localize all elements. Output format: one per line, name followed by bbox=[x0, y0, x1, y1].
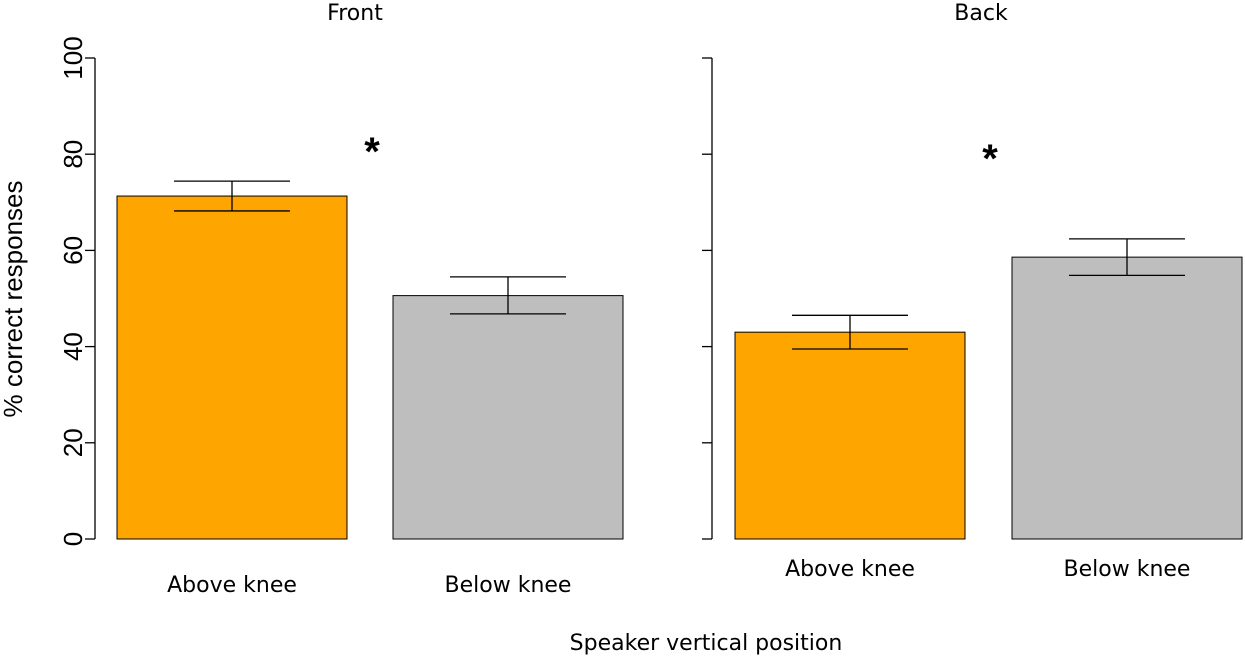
panel-back: Back Above knee Below knee * bbox=[702, 1, 1243, 582]
category-label: Below knee bbox=[445, 573, 572, 598]
significance-marker: * bbox=[364, 130, 380, 174]
bar bbox=[734, 331, 966, 540]
category-label: Above knee bbox=[167, 573, 297, 598]
y-tick-label: 100 bbox=[58, 36, 88, 79]
significance-marker: * bbox=[982, 137, 998, 181]
category-label: Above knee bbox=[785, 557, 915, 582]
bar bbox=[392, 295, 624, 540]
y-axis-title: % correct responses bbox=[0, 181, 28, 418]
y-tick-label: 20 bbox=[58, 428, 88, 457]
y-tick-label: 80 bbox=[58, 140, 88, 169]
y-tick-label: 60 bbox=[58, 236, 88, 265]
panel-title: Back bbox=[954, 1, 1008, 26]
bar bbox=[1011, 256, 1243, 540]
panel-front: Front 0 20 40 60 80 100 Above knee Below knee * bbox=[58, 1, 624, 598]
panel-title: Front bbox=[327, 1, 383, 26]
bar bbox=[116, 195, 348, 540]
category-label: Below knee bbox=[1064, 557, 1191, 582]
y-tick-label: 0 bbox=[58, 532, 88, 546]
x-axis-title: Speaker vertical position bbox=[570, 631, 843, 656]
y-tick-label: 40 bbox=[58, 332, 88, 361]
